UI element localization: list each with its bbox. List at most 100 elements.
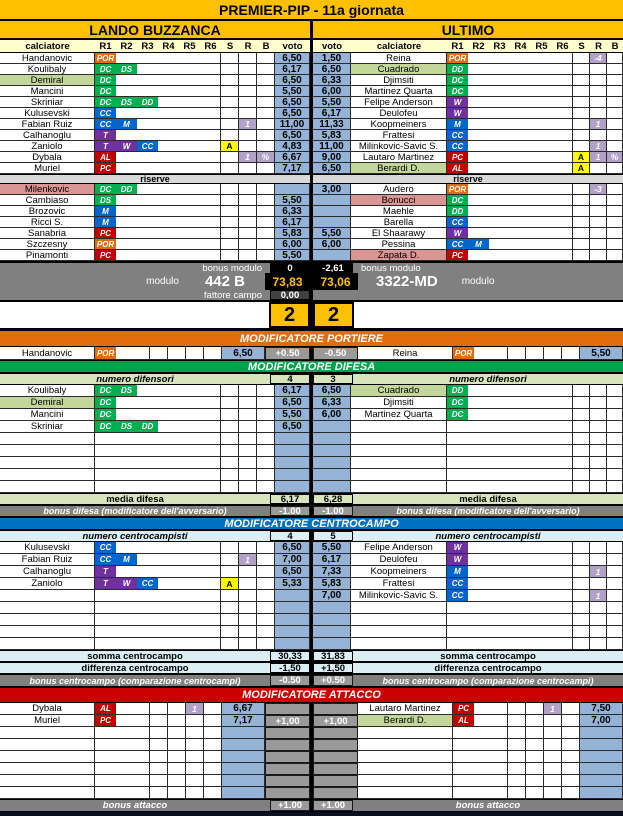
player-name: Zaniolo — [0, 141, 95, 152]
c-cell — [526, 739, 544, 751]
player-name — [351, 421, 447, 433]
voto-cell: 9,00 — [313, 152, 351, 163]
role-chip-t: T — [95, 130, 116, 140]
player-roles — [95, 590, 221, 602]
player-roles — [95, 763, 150, 775]
col-b-right: B — [607, 40, 623, 53]
centrocampo-row: Zaniolo T W CC A 5,33 5,83 Frattesi CC — [0, 578, 623, 590]
r-cell — [590, 397, 607, 409]
player-roles: CC — [447, 578, 573, 590]
differenza-centrocampo-row: differenza centrocampo -1,50 +1,50 diffe… — [0, 662, 623, 674]
role-chip-al: AL — [453, 715, 474, 726]
player-roles — [95, 775, 150, 787]
player-name: Audero — [351, 184, 447, 195]
bonus-difesa-right: -1.00 — [313, 506, 353, 516]
s-cell — [573, 228, 590, 239]
bonus-cell — [313, 751, 358, 763]
center-divider — [310, 250, 313, 261]
role-chip-al: AL — [447, 163, 468, 173]
bonus-modulo-label-left: bonus modulo — [202, 263, 262, 273]
voto-cell — [313, 445, 351, 457]
role-chip-cc: CC — [95, 119, 116, 129]
r-cell — [590, 469, 607, 481]
bonus-centrocampo-left: -0.50 — [270, 675, 310, 686]
player-name — [358, 775, 453, 787]
player-roles: AL — [447, 163, 573, 174]
s-cell — [221, 602, 239, 614]
player-roles — [95, 787, 150, 799]
role-chip-dc: DC — [447, 86, 468, 96]
voto-cell: 6,17 — [275, 217, 310, 228]
c-cell — [204, 751, 222, 763]
c-cell — [508, 703, 526, 715]
c-cell — [204, 703, 222, 715]
centrocampo-row: Calhanoglu T 6,50 7,33 Koopmeiners M 1 — [0, 566, 623, 578]
voto-cell: 6,50 — [275, 397, 310, 409]
r-cell — [239, 163, 257, 174]
col-calciatore-right: calciatore — [351, 40, 447, 53]
player-name — [358, 739, 453, 751]
voto-cell — [275, 445, 310, 457]
player-roles: PC — [95, 715, 150, 727]
center-divider — [310, 775, 313, 787]
r-cell — [186, 787, 204, 799]
player-roles — [95, 626, 221, 638]
r-cell — [590, 445, 607, 457]
role-chip-cc: CC — [137, 578, 158, 589]
bonus-cell — [265, 703, 310, 715]
s-cell — [573, 86, 590, 97]
b-cell — [607, 554, 623, 566]
centrocampo-row — [0, 638, 623, 650]
player-name — [0, 787, 95, 799]
player-roles: T — [95, 566, 221, 578]
player-roles: PC — [95, 228, 221, 239]
player-name — [0, 469, 95, 481]
player-name: Kulusevski — [0, 542, 95, 554]
r-badge: 1 — [590, 566, 607, 578]
modulo-label-right: modulo — [461, 276, 495, 287]
s-cell — [221, 445, 239, 457]
c-cell — [204, 727, 222, 739]
voto-cell — [313, 602, 351, 614]
player-name: Skriniar — [0, 97, 95, 108]
s-cell — [221, 614, 239, 626]
player-roles: M — [95, 217, 221, 228]
voto-cell — [313, 421, 351, 433]
role-chip-dc: DC — [95, 97, 116, 107]
c-cell — [150, 763, 168, 775]
bonus-attacco-row: bonus attacco +1.00 +1.00 bonus attacco — [0, 799, 623, 812]
player-name: Koopmeiners — [351, 566, 447, 578]
s-cell — [573, 421, 590, 433]
b-cell — [257, 64, 275, 75]
player-roles: DC — [447, 397, 573, 409]
attacco-row — [0, 787, 623, 799]
bonus-cell — [313, 775, 358, 787]
player-roles — [95, 445, 221, 457]
player-name — [351, 469, 447, 481]
player-roles — [95, 739, 150, 751]
starting-lineups: Handanovic POR 6,50 1,50 Reina POR -4 Koulibaly… — [0, 53, 623, 174]
voto-cell — [222, 763, 265, 775]
player-name: Zapata D. — [351, 250, 447, 261]
center-divider — [310, 21, 313, 38]
voto-cell — [580, 739, 623, 751]
s-cell — [573, 542, 590, 554]
r-cell — [590, 130, 607, 141]
voto-cell — [580, 775, 623, 787]
r-cell — [239, 397, 257, 409]
b-cell — [607, 163, 623, 174]
bonus-cell — [313, 763, 358, 775]
modulo-row: modulo 442 B 73,83 73,06 3322-MD modulo — [0, 273, 623, 290]
b-cell — [257, 217, 275, 228]
r-cell — [239, 206, 257, 217]
center-divider — [310, 469, 313, 481]
player-name: Pinamonti — [0, 250, 95, 261]
r-cell — [239, 195, 257, 206]
role-chip-dc: DC — [95, 64, 116, 74]
column-header-row: calciatore R1 R2 R3 R4 R5 R6 S R B voto voto … — [0, 40, 623, 53]
role-chip-ds: DS — [116, 385, 137, 396]
voto-cell: 6,00 — [313, 409, 351, 421]
bonus-cell — [313, 787, 358, 799]
r-badge: 1 — [186, 703, 204, 715]
player-roles — [447, 421, 573, 433]
